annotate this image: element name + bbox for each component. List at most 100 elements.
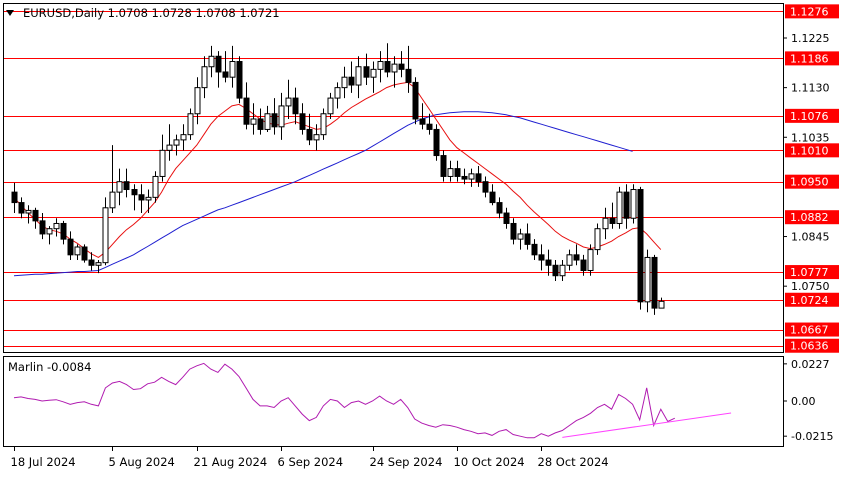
candle-body [370, 68, 377, 78]
price-tick-label: 1.1035 [791, 131, 830, 144]
candle-body [587, 249, 594, 271]
candle [292, 87, 299, 125]
candle [468, 168, 475, 187]
candle-body [651, 256, 658, 309]
trendline [562, 412, 732, 438]
candle [123, 168, 130, 198]
candle [440, 150, 447, 182]
candle-body [348, 76, 355, 86]
candle-body [503, 212, 510, 224]
candle [313, 124, 320, 151]
candle-body [468, 173, 475, 180]
candle-body [159, 149, 166, 177]
candle-body [573, 254, 580, 261]
candle [327, 92, 334, 119]
indicator-tick-label: -0.0215 [791, 430, 833, 443]
date-tick-label: 18 Jul 2024 [11, 455, 76, 469]
candle [412, 77, 419, 125]
level-price-tag-bg [785, 108, 839, 123]
candle [264, 105, 271, 133]
collapse-triangle-icon[interactable] [6, 10, 14, 16]
candle-body [11, 191, 18, 204]
candle [18, 197, 25, 219]
candle [454, 160, 461, 182]
candle [489, 184, 496, 206]
candle-body [545, 259, 552, 266]
candle [95, 260, 102, 274]
candle-body [194, 87, 201, 115]
level-price-tag: 1.0636 [785, 338, 839, 353]
candle-body [616, 191, 623, 224]
level-price-tag: 1.1010 [785, 143, 839, 158]
candle-body [341, 76, 348, 89]
candle [81, 244, 88, 263]
candle [187, 108, 194, 140]
candle [566, 249, 573, 271]
level-price-tag: 1.0667 [785, 322, 839, 337]
candle [60, 220, 67, 245]
candle-body [25, 209, 32, 214]
candle [166, 124, 173, 161]
candle [236, 56, 243, 104]
candle [53, 218, 60, 237]
candle [651, 254, 658, 315]
candle [173, 134, 180, 156]
candle-body [602, 217, 609, 230]
candle-body [391, 63, 398, 73]
candle [341, 66, 348, 99]
candle-body [482, 181, 489, 193]
price-tick-label: 1.1225 [791, 32, 830, 45]
candle [32, 207, 39, 229]
candle [637, 186, 644, 310]
candle [271, 98, 278, 135]
candle-body [109, 191, 116, 209]
candle-body [355, 66, 362, 86]
candle [39, 213, 46, 240]
candle-body [53, 222, 60, 230]
candle-body [187, 113, 194, 136]
candle [461, 168, 468, 185]
candle [222, 51, 229, 83]
candle-body [46, 228, 53, 235]
candle [552, 260, 559, 281]
candle-body [222, 71, 229, 78]
candle [517, 228, 524, 250]
candle-body [559, 264, 566, 277]
level-price-tag-bg [785, 292, 839, 307]
candle [46, 226, 53, 245]
candle-body [398, 63, 405, 70]
level-price-tag: 1.0724 [785, 292, 839, 307]
candle [201, 56, 208, 99]
level-price-tag: 1.0882 [785, 210, 839, 225]
date-tick-label: 24 Sep 2024 [370, 455, 443, 469]
candle [145, 189, 152, 214]
level-price-tag-bg [785, 51, 839, 66]
candle-body [630, 189, 637, 219]
candle-body [166, 144, 173, 151]
candle [496, 197, 503, 219]
level-price-tag-bg [785, 265, 839, 280]
candle [278, 92, 285, 140]
candle-body [145, 196, 152, 201]
candle-body [517, 233, 524, 240]
candle-body [236, 61, 243, 99]
candle-body [271, 113, 278, 128]
candle [250, 103, 257, 135]
candle [88, 252, 95, 271]
candle-body [250, 118, 257, 125]
candle [510, 218, 517, 245]
candle [398, 51, 405, 78]
candle [658, 297, 665, 309]
ma-fast-line [13, 81, 662, 258]
candle-body [320, 113, 327, 136]
candle-body [489, 191, 496, 204]
level-price-tag: 1.1186 [785, 51, 839, 66]
candle [102, 197, 109, 266]
candle-body [461, 175, 468, 180]
candle [11, 182, 18, 214]
indicator-tick-label: 0.00 [791, 395, 816, 408]
level-price-tag-text: 1.0777 [790, 266, 829, 279]
marlin-line [13, 362, 676, 439]
